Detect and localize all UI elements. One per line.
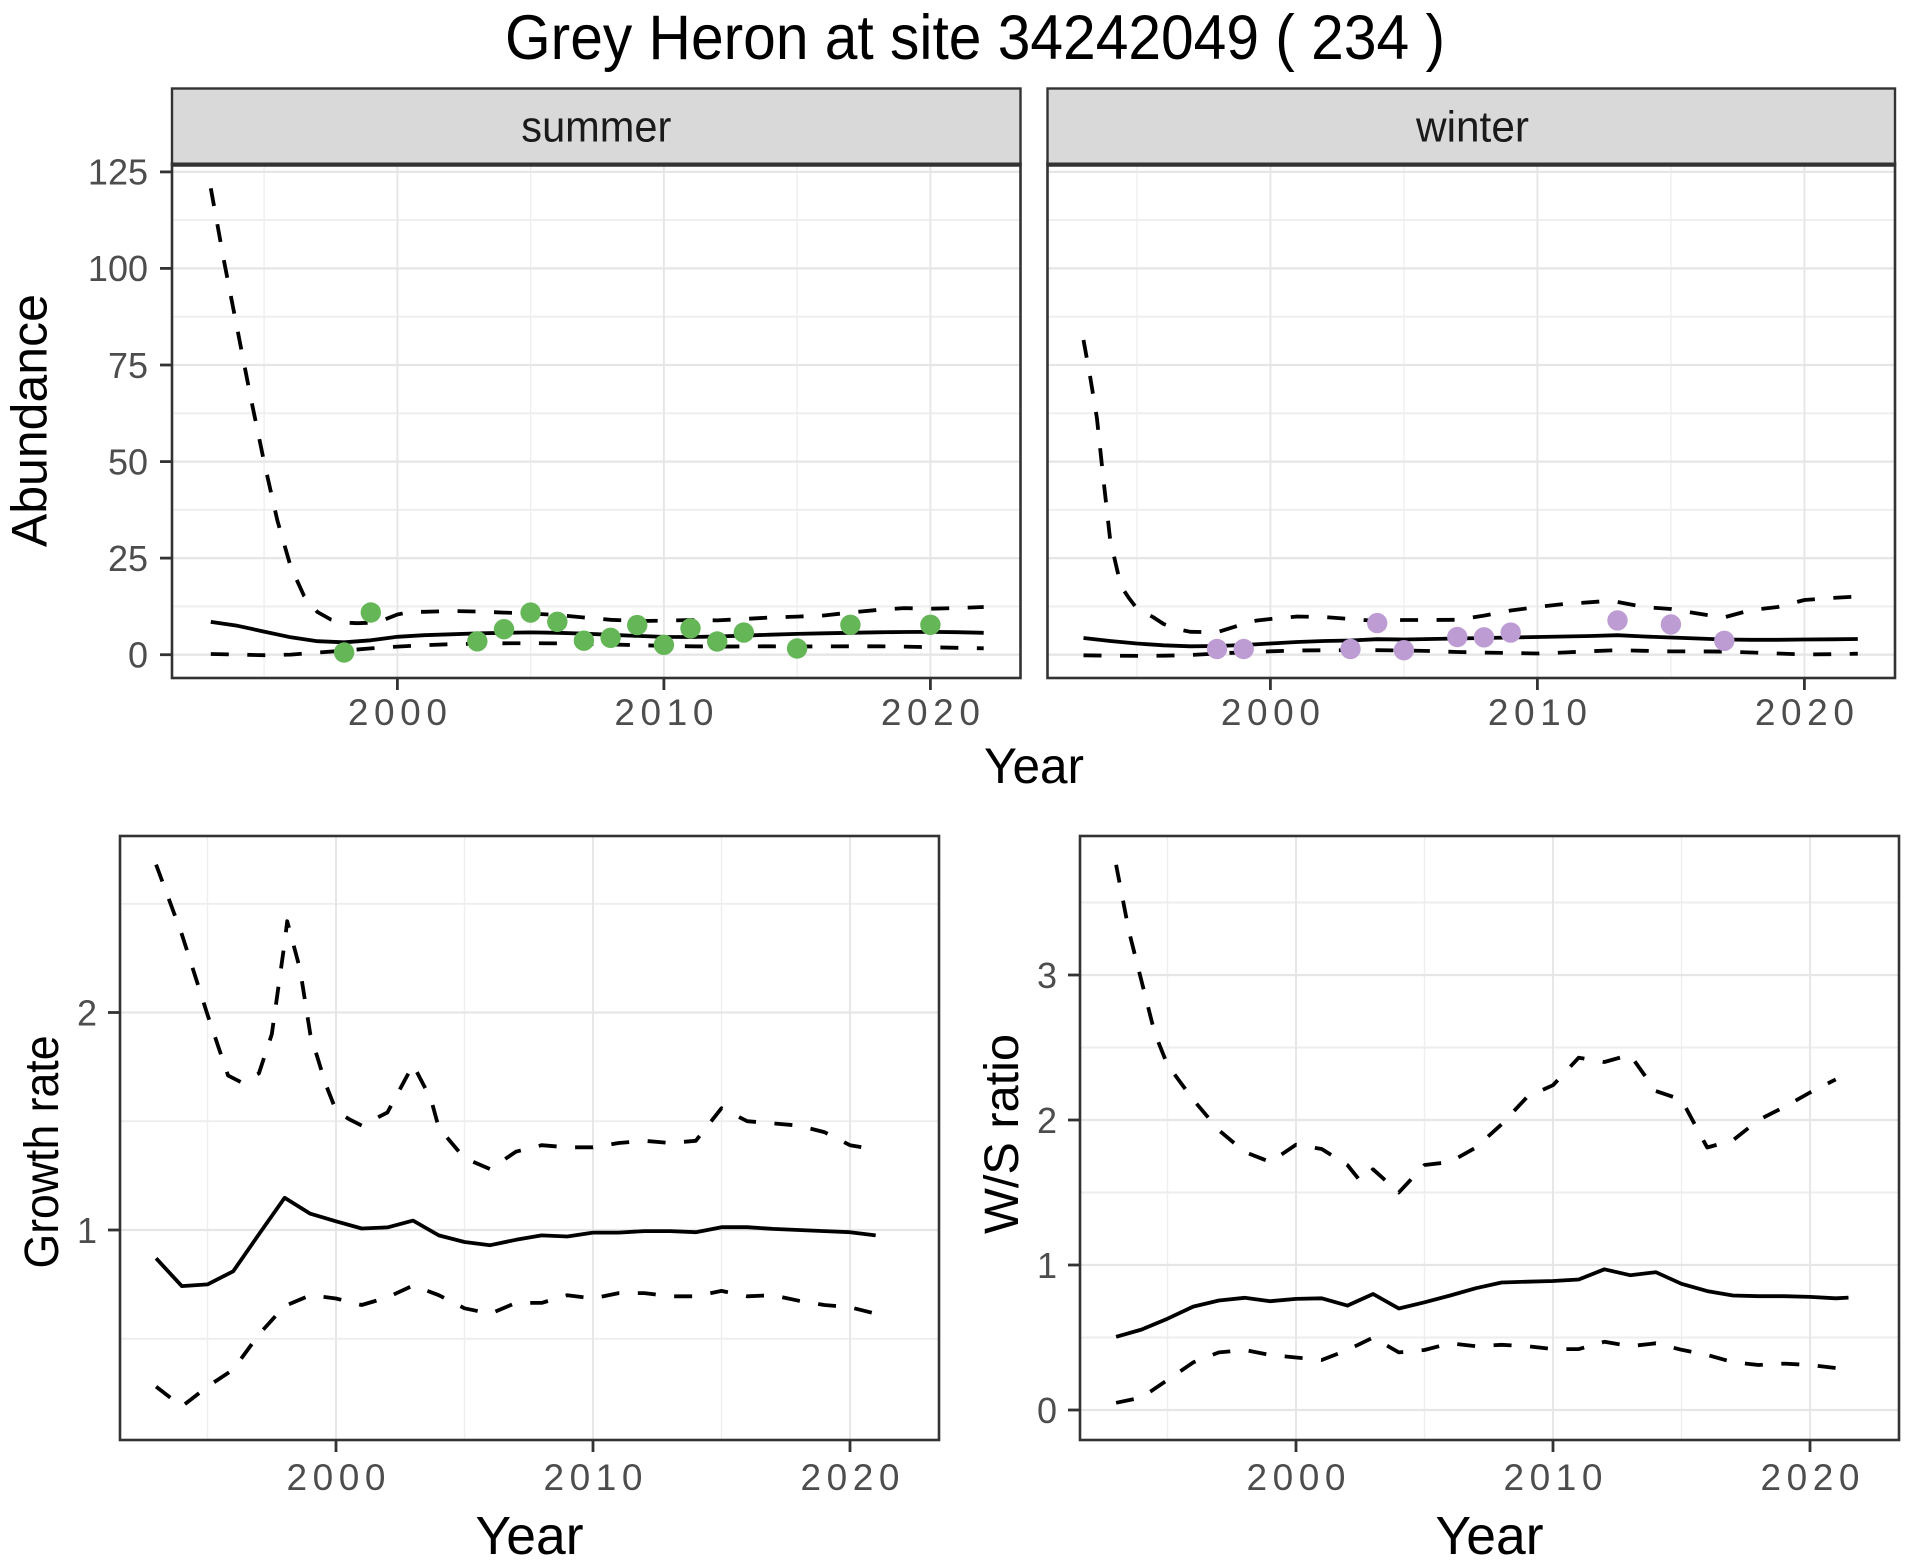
svg-text:Grey Heron at site 34242049 (: Grey Heron at site 34242049 ( 234 ) — [505, 3, 1445, 73]
svg-text:Abundance: Abundance — [2, 294, 58, 547]
svg-text:Year: Year — [476, 1506, 584, 1560]
svg-text:75: 75 — [108, 345, 148, 386]
svg-text:summer: summer — [521, 102, 671, 151]
svg-text:Growth rate: Growth rate — [16, 1036, 69, 1269]
svg-text:3: 3 — [1037, 955, 1057, 996]
svg-text:125: 125 — [88, 152, 148, 193]
svg-text:25: 25 — [108, 538, 148, 579]
svg-text:Year: Year — [984, 738, 1084, 794]
svg-text:2: 2 — [1037, 1100, 1057, 1141]
svg-text:50: 50 — [108, 441, 148, 482]
svg-text:1: 1 — [1037, 1245, 1057, 1286]
svg-text:1: 1 — [77, 1210, 97, 1251]
svg-text:2: 2 — [77, 992, 97, 1033]
svg-text:winter: winter — [1415, 102, 1529, 151]
svg-text:W/S ratio: W/S ratio — [976, 1034, 1029, 1234]
svg-text:100: 100 — [88, 248, 148, 289]
svg-text:0: 0 — [128, 635, 148, 676]
svg-text:0: 0 — [1037, 1390, 1057, 1431]
svg-text:Year: Year — [1436, 1506, 1544, 1560]
